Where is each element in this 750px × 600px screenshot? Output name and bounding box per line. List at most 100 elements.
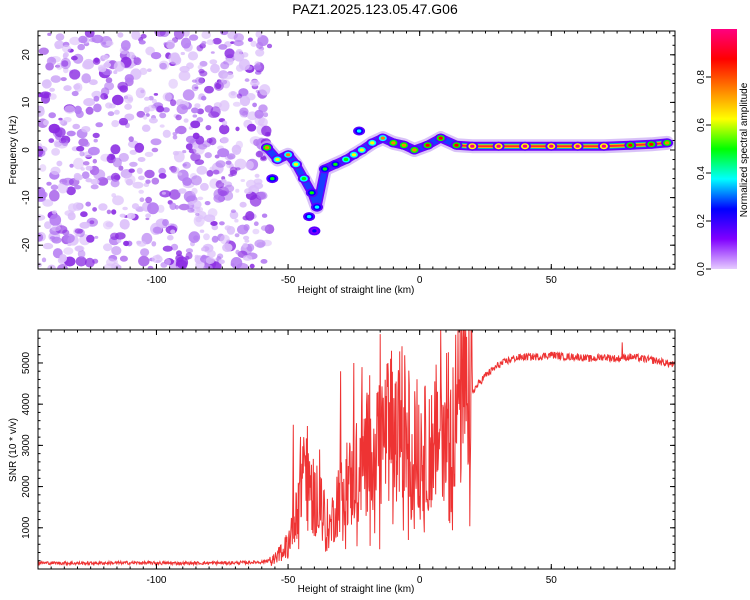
noise-blob — [114, 232, 126, 240]
ridge-point-core — [601, 144, 607, 148]
noise-blob — [112, 94, 124, 106]
noise-blob — [206, 137, 213, 144]
noise-blob — [195, 216, 202, 223]
noise-blob — [92, 258, 99, 264]
noise-blob — [50, 75, 61, 83]
noise-blob — [150, 52, 162, 60]
noise-blob — [163, 42, 168, 46]
noise-blob — [81, 171, 90, 179]
noise-blob — [155, 254, 161, 260]
noise-blob — [203, 264, 213, 269]
noise-blob — [41, 257, 47, 263]
noise-blob — [92, 207, 97, 212]
noise-blob — [84, 257, 95, 268]
noise-blob — [180, 37, 192, 49]
noise-blob — [166, 39, 175, 50]
noise-blob — [201, 95, 207, 101]
noise-blob — [71, 90, 79, 97]
noise-blob — [242, 242, 249, 248]
noise-blob — [48, 138, 55, 144]
colorbar-tick-label: 0.0 — [696, 262, 707, 276]
noise-blob — [95, 122, 103, 128]
noise-blob — [161, 191, 166, 195]
noise-blob — [233, 40, 244, 47]
noise-blob — [124, 74, 134, 83]
noise-blob — [194, 254, 199, 259]
noise-blob — [230, 41, 235, 44]
noise-blob — [219, 234, 230, 245]
noise-blob — [182, 89, 195, 101]
noise-blob — [93, 138, 98, 143]
noise-blob — [69, 36, 81, 46]
noise-blob — [105, 102, 113, 109]
noise-blob — [144, 151, 154, 157]
noise-blob — [84, 31, 95, 38]
noise-blob — [191, 84, 199, 92]
noise-blob — [256, 41, 264, 50]
noise-blob — [129, 161, 138, 167]
noise-blob — [38, 145, 44, 157]
noise-blob — [75, 245, 84, 252]
noise-blob — [222, 120, 228, 126]
noise-blob — [144, 169, 155, 179]
noise-blob — [103, 62, 112, 68]
noise-blob — [162, 245, 173, 252]
noise-blob — [64, 256, 76, 267]
noise-blob — [187, 207, 195, 213]
noise-blob — [50, 184, 59, 191]
noise-blob — [63, 233, 75, 244]
noise-blob — [192, 114, 198, 118]
noise-blob — [144, 96, 150, 101]
noise-blob — [175, 114, 182, 121]
noise-blob — [131, 203, 140, 210]
noise-blob — [119, 219, 130, 230]
noise-blob — [245, 160, 254, 170]
noise-blob — [105, 77, 113, 84]
ridge-point-core — [454, 143, 459, 147]
noise-blob — [90, 178, 100, 185]
noise-blob — [200, 182, 209, 191]
noise-blob — [129, 149, 138, 155]
noise-blob — [138, 189, 144, 194]
noise-blob — [215, 160, 226, 168]
noise-blob — [222, 72, 234, 80]
noise-blob — [243, 235, 250, 241]
noise-blob — [234, 233, 240, 238]
y-tick-label: 1000 — [21, 516, 32, 539]
noise-blob — [205, 256, 215, 265]
noise-blob — [71, 55, 78, 61]
noise-blob — [234, 158, 247, 170]
ridge-point-core — [359, 148, 364, 152]
noise-blob — [230, 91, 236, 96]
noise-blob — [105, 40, 114, 47]
ridge-point-core — [649, 142, 654, 146]
noise-blob — [68, 203, 77, 213]
noise-blob — [138, 175, 145, 181]
noise-blob — [89, 79, 98, 86]
noise-blob — [43, 119, 49, 126]
y-tick-label: 2000 — [21, 475, 32, 498]
noise-blob — [136, 110, 146, 118]
noise-blob — [212, 169, 220, 175]
noise-blob — [196, 108, 204, 115]
x-tick-label: 0 — [417, 575, 423, 586]
ridge-point-core — [628, 143, 633, 147]
noise-blob — [254, 173, 260, 178]
noise-blob — [246, 93, 256, 101]
ridge-point-core — [351, 153, 357, 157]
noise-blob — [55, 33, 65, 41]
noise-blob — [152, 226, 162, 234]
noise-blob — [173, 151, 185, 163]
noise-blob — [162, 129, 171, 138]
noise-blob — [40, 94, 51, 104]
y-tick-label: -20 — [21, 238, 32, 253]
spectrogram-marks — [38, 31, 675, 269]
noise-blob — [104, 81, 115, 91]
ridge-point-core — [438, 136, 443, 140]
noise-blob — [206, 39, 215, 46]
noise-blob — [190, 120, 201, 129]
noise-blob — [170, 229, 176, 235]
noise-blob — [38, 106, 45, 117]
noise-blob — [220, 61, 230, 70]
noise-blob — [199, 229, 205, 233]
